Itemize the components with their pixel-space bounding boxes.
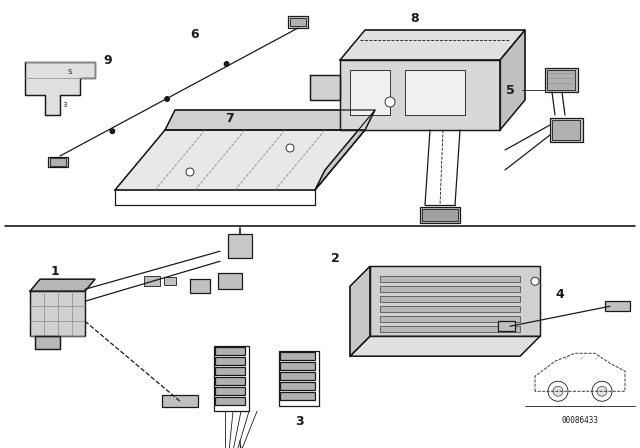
Text: 3: 3 xyxy=(63,102,67,108)
Bar xyxy=(164,277,176,285)
Polygon shape xyxy=(280,352,315,360)
Text: 8: 8 xyxy=(411,12,419,25)
Circle shape xyxy=(286,144,294,152)
Circle shape xyxy=(164,96,170,102)
Text: 7: 7 xyxy=(226,112,234,125)
Polygon shape xyxy=(215,387,245,395)
Polygon shape xyxy=(500,30,525,130)
Polygon shape xyxy=(30,279,95,291)
Polygon shape xyxy=(310,75,340,100)
Text: 1: 1 xyxy=(51,265,60,278)
Bar xyxy=(380,316,520,322)
Polygon shape xyxy=(498,321,515,331)
Text: 5: 5 xyxy=(506,83,515,96)
Polygon shape xyxy=(280,372,315,380)
Text: 3: 3 xyxy=(296,415,304,428)
Bar xyxy=(380,306,520,312)
Bar xyxy=(380,286,520,292)
Bar xyxy=(214,346,249,411)
Circle shape xyxy=(597,386,607,396)
Polygon shape xyxy=(280,392,315,400)
Circle shape xyxy=(223,61,230,67)
Polygon shape xyxy=(550,118,583,142)
Bar xyxy=(547,70,575,90)
Polygon shape xyxy=(605,301,630,311)
Polygon shape xyxy=(215,377,245,385)
Circle shape xyxy=(531,277,539,285)
Polygon shape xyxy=(35,336,60,349)
Polygon shape xyxy=(215,357,245,365)
Polygon shape xyxy=(215,367,245,375)
Bar xyxy=(380,296,520,302)
Polygon shape xyxy=(340,60,500,130)
Circle shape xyxy=(553,386,563,396)
Polygon shape xyxy=(190,279,210,293)
Text: 00086433: 00086433 xyxy=(561,416,598,425)
Polygon shape xyxy=(350,336,540,356)
Bar xyxy=(422,209,458,221)
Polygon shape xyxy=(280,362,315,370)
Bar xyxy=(380,276,520,282)
Circle shape xyxy=(186,168,194,176)
Text: 4: 4 xyxy=(556,288,564,301)
Bar xyxy=(144,276,160,286)
Text: S: S xyxy=(68,69,72,75)
Circle shape xyxy=(385,97,395,107)
Polygon shape xyxy=(340,30,525,60)
Polygon shape xyxy=(218,273,242,289)
Circle shape xyxy=(109,128,115,134)
Bar xyxy=(405,70,465,115)
Circle shape xyxy=(592,381,612,401)
Polygon shape xyxy=(215,397,245,405)
Polygon shape xyxy=(350,266,370,356)
Polygon shape xyxy=(420,207,460,223)
Circle shape xyxy=(548,381,568,401)
Polygon shape xyxy=(30,291,85,336)
Polygon shape xyxy=(25,62,95,115)
Polygon shape xyxy=(370,266,540,336)
Polygon shape xyxy=(162,395,198,407)
Polygon shape xyxy=(280,382,315,390)
Bar xyxy=(290,18,306,26)
Polygon shape xyxy=(165,110,375,130)
Bar xyxy=(552,120,580,140)
Polygon shape xyxy=(315,110,375,190)
Polygon shape xyxy=(215,347,245,355)
Bar xyxy=(228,234,252,258)
Text: 2: 2 xyxy=(331,252,339,265)
Polygon shape xyxy=(288,16,308,28)
Bar xyxy=(350,70,390,115)
Bar xyxy=(380,326,520,332)
Text: 6: 6 xyxy=(191,29,199,42)
Polygon shape xyxy=(115,130,365,190)
Text: 9: 9 xyxy=(104,53,112,66)
Polygon shape xyxy=(48,157,68,167)
Bar xyxy=(279,351,319,406)
Polygon shape xyxy=(545,68,578,92)
Bar xyxy=(50,158,66,166)
